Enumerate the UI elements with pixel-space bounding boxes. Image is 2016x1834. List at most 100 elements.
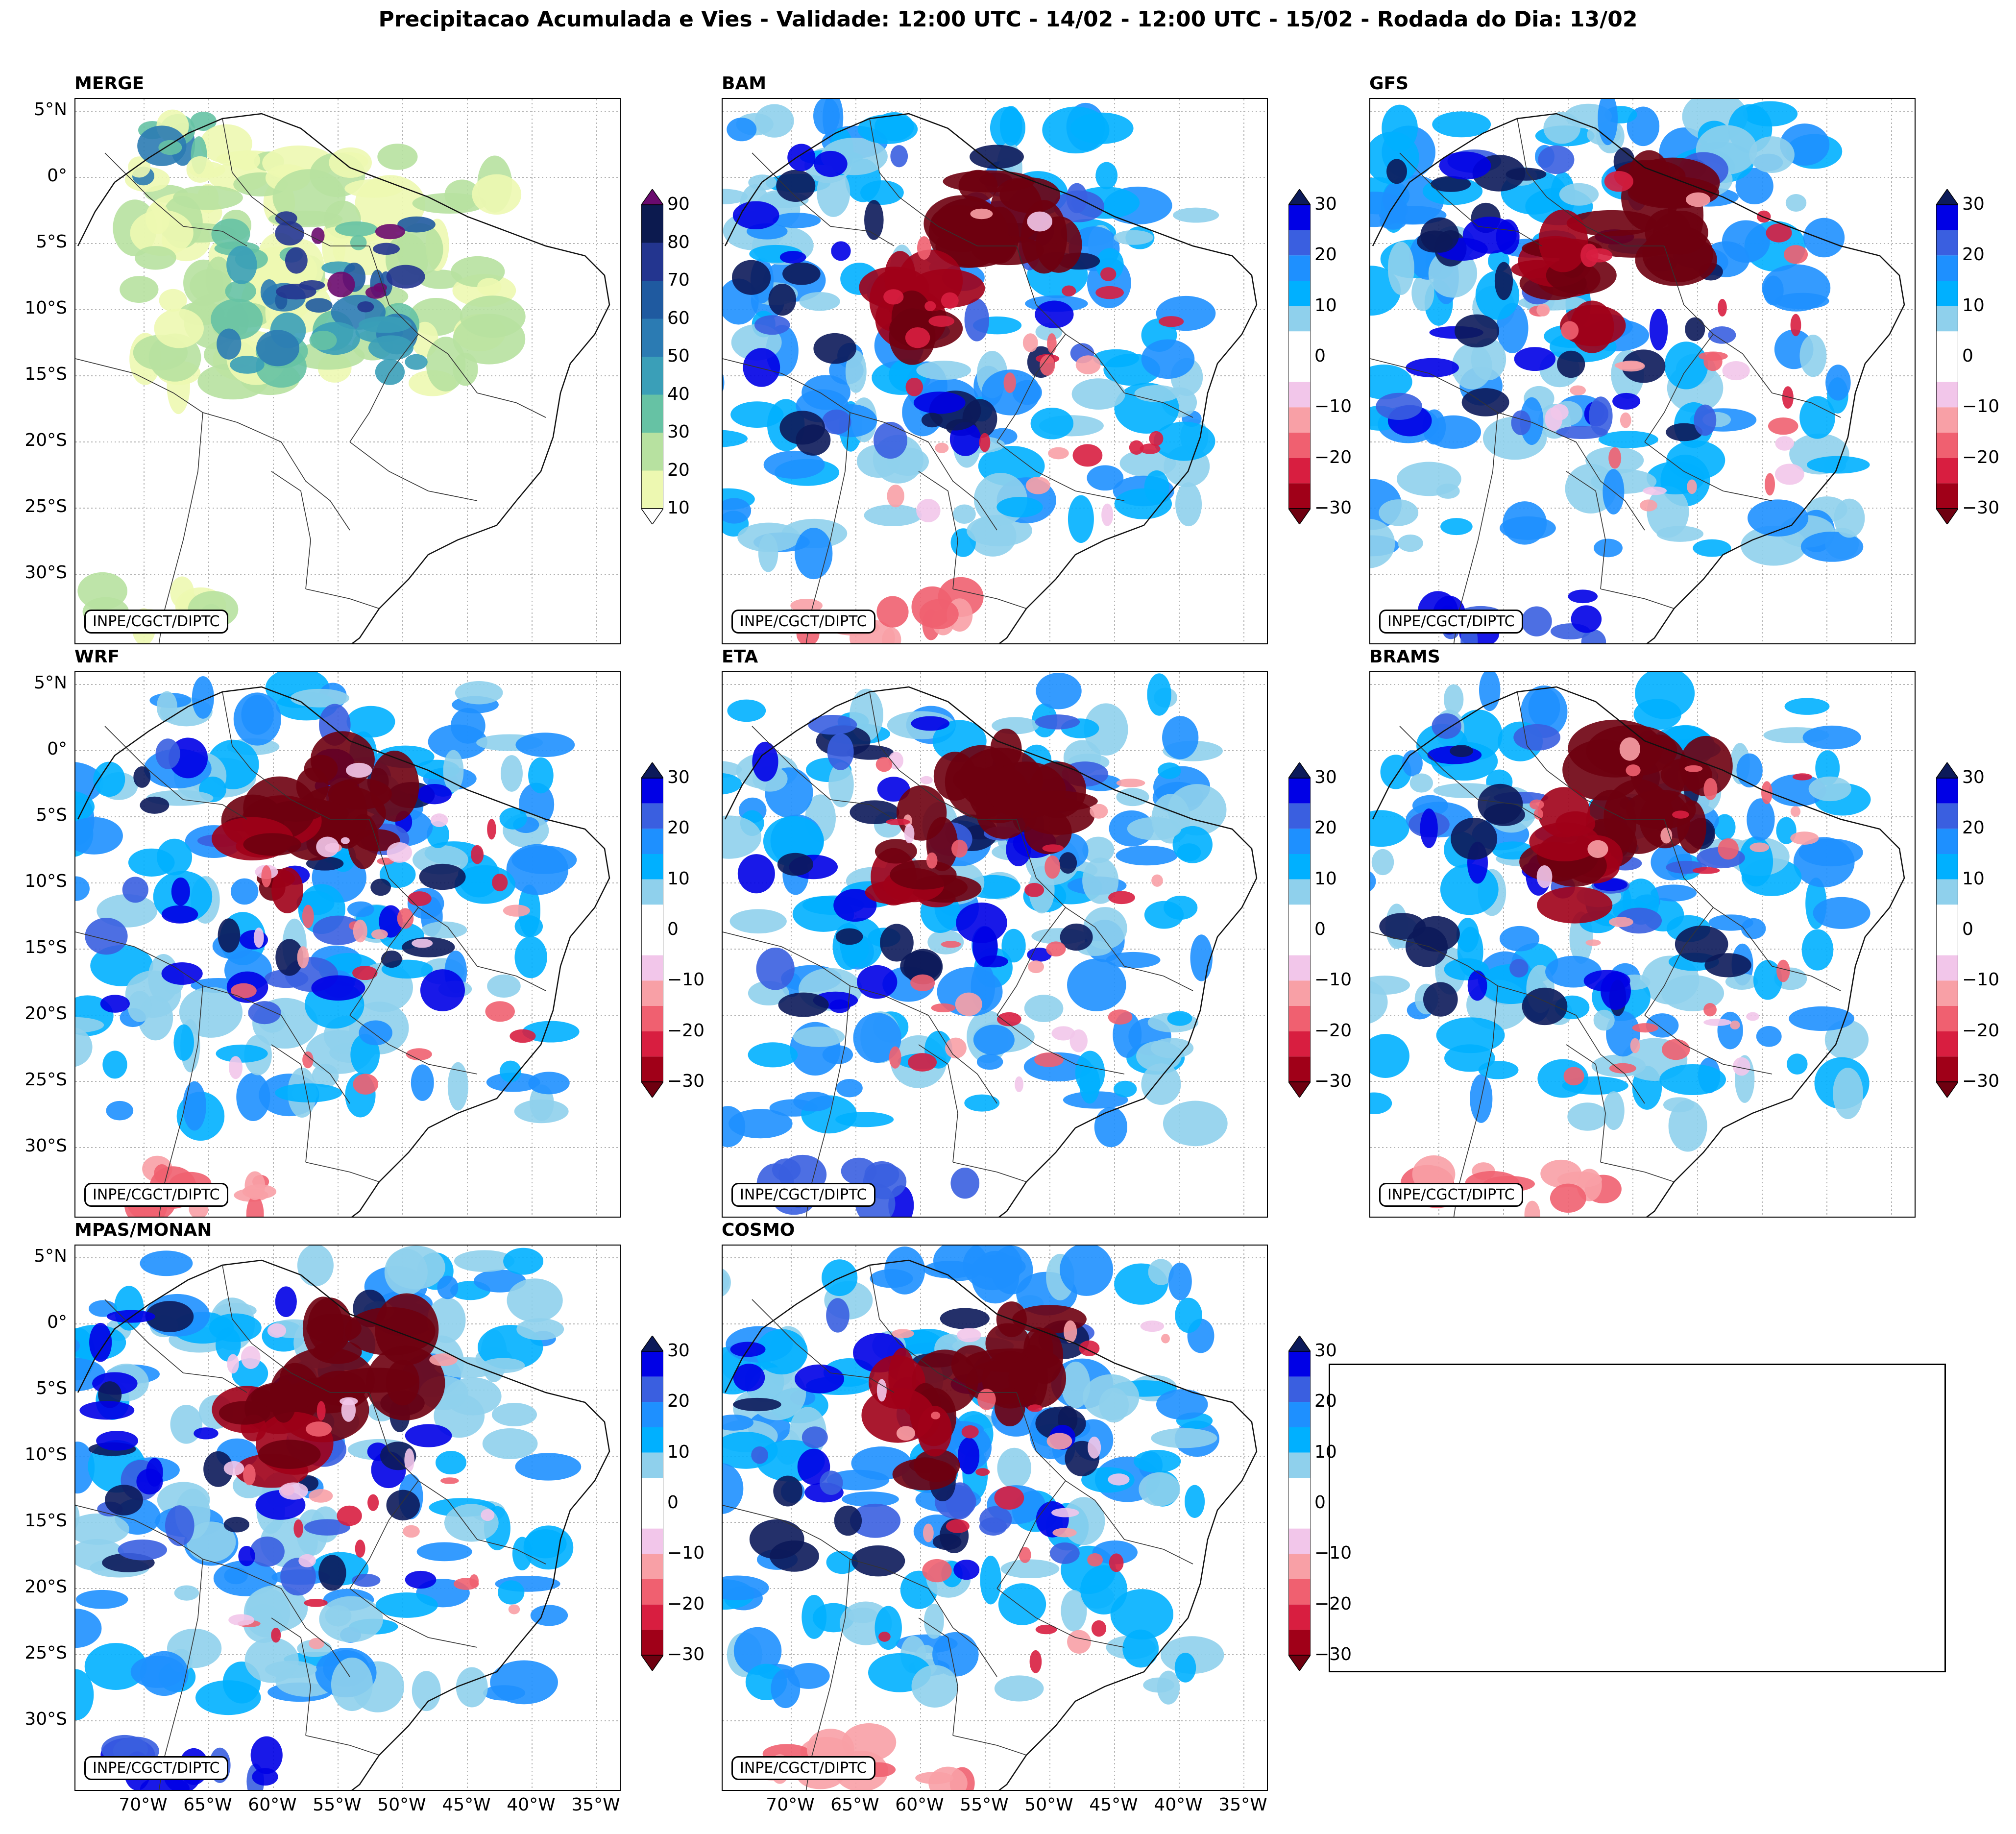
field-patch <box>997 1447 1032 1489</box>
field-patch <box>923 1603 944 1639</box>
field-patch <box>1537 886 1613 924</box>
colorbar-segment <box>641 1427 663 1453</box>
field-patch <box>967 514 1032 547</box>
field-patch <box>1119 449 1176 477</box>
field-patch <box>1167 1011 1192 1026</box>
field-patch <box>723 373 725 392</box>
field-patch <box>874 1606 902 1650</box>
field-patch <box>1703 1019 1732 1026</box>
political-border <box>477 1539 546 1565</box>
field-patch <box>510 1029 536 1043</box>
field-patch <box>411 1064 434 1101</box>
field-patch <box>256 330 300 367</box>
field-patch <box>75 876 90 901</box>
field-patch <box>271 1627 281 1643</box>
colorbar-segment <box>1288 357 1311 382</box>
field-patch <box>1052 1528 1077 1538</box>
political-border <box>918 471 958 589</box>
field-patch <box>1110 1589 1173 1640</box>
field-patch <box>1000 1559 1060 1579</box>
field-patch <box>1133 1450 1181 1473</box>
field-patch <box>508 1604 520 1614</box>
colorbar-segment <box>641 905 663 930</box>
field-patch <box>723 1463 744 1514</box>
field-patch <box>842 1492 899 1507</box>
field-patch <box>1467 970 1487 1001</box>
colorbar-segment <box>641 879 663 905</box>
field-patch <box>1536 303 1550 317</box>
colorbar-segment <box>641 1503 663 1529</box>
colorbar-tick-label: 30 <box>1962 194 1985 214</box>
field-patch <box>1718 838 1739 860</box>
field-patch <box>490 1660 558 1705</box>
field-patch <box>1765 473 1775 496</box>
field-patch <box>1686 192 1711 207</box>
field-patch <box>357 301 374 313</box>
political-border <box>251 1343 369 1393</box>
colorbar-extend-min <box>1287 508 1312 525</box>
political-border <box>899 770 1017 820</box>
colorbar-segment <box>641 1604 663 1630</box>
field-patch <box>522 1021 580 1043</box>
field-patch <box>1035 714 1080 730</box>
colorbar-segment <box>1936 458 1958 484</box>
colorbar-segment <box>641 854 663 880</box>
political-border <box>1370 358 1532 423</box>
lat-tick-label: 30°S <box>24 562 67 583</box>
credit-label: INPE/CGCT/DIPTC <box>731 1183 875 1207</box>
coastline <box>724 686 1258 1217</box>
field-patch <box>1833 1067 1863 1119</box>
colorbar-tick-label: 0 <box>667 1492 679 1513</box>
field-patch <box>1551 404 1569 420</box>
field-patch <box>1672 810 1689 819</box>
field-patch <box>1068 495 1094 543</box>
colorbar-segment <box>1288 281 1311 306</box>
political-border <box>349 1015 478 1075</box>
field-patch <box>1593 1009 1615 1031</box>
field-patch <box>1801 929 1834 971</box>
colorbar-segment <box>641 955 663 981</box>
field-patch <box>1047 333 1057 354</box>
political-border <box>869 1265 899 1344</box>
field-patch <box>842 1723 897 1761</box>
empty-panel <box>1329 1364 1946 1672</box>
colorbar-extend-min <box>640 1655 664 1672</box>
field-patch <box>911 716 950 731</box>
colorbar-segment <box>641 1579 663 1605</box>
field-patch <box>1500 516 1556 540</box>
field-patch <box>1106 952 1161 968</box>
colorbar-tick-label: −10 <box>667 970 704 990</box>
field-patch <box>96 1431 138 1451</box>
field-patch <box>271 867 304 913</box>
colorbar-segment <box>641 829 663 854</box>
field-patch <box>1376 392 1423 420</box>
field-patch <box>864 504 922 526</box>
field-patch <box>75 1669 94 1721</box>
field-patch <box>1717 1011 1743 1050</box>
colorbar-tick-label: 30 <box>667 422 690 442</box>
field-patch <box>1747 798 1775 841</box>
political-border <box>75 358 238 423</box>
field-patch <box>371 929 388 939</box>
field-patch <box>524 1529 567 1559</box>
colorbar-segment <box>641 1554 663 1579</box>
field-patch <box>935 225 1015 268</box>
colorbar-segment <box>1288 829 1311 854</box>
field-patch <box>341 1398 356 1422</box>
field-patch <box>957 1328 981 1343</box>
field-patch <box>957 1437 980 1475</box>
political-border <box>1644 334 1714 442</box>
coastline <box>77 1259 610 1790</box>
field-patch <box>514 936 547 978</box>
field-patch <box>158 140 182 155</box>
field-patch <box>915 1772 954 1785</box>
field-patch <box>1741 918 1766 939</box>
field-patch <box>1150 1038 1194 1058</box>
political-border <box>222 691 252 771</box>
field-patch <box>1162 716 1199 759</box>
field-patch <box>491 1403 537 1426</box>
field-patch <box>976 1054 1003 1070</box>
field-patch <box>1028 960 1044 974</box>
field-patch <box>75 1504 80 1529</box>
field-patch <box>1095 162 1118 190</box>
